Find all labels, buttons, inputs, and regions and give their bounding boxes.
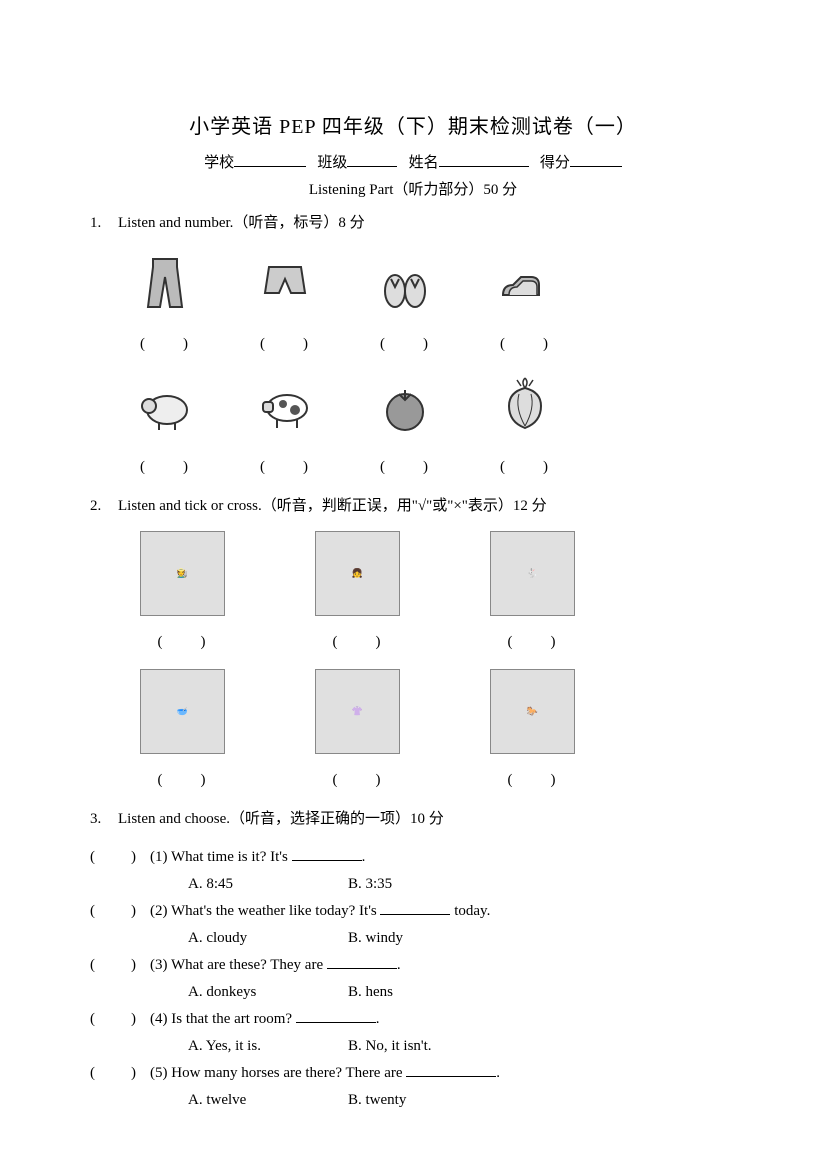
- option-b: B. No, it isn't.: [348, 1038, 432, 1054]
- answer-bracket[interactable]: (): [158, 772, 208, 789]
- q2-row2: 🥣 () 👚 () 🐎 (): [90, 669, 736, 789]
- answer-bracket[interactable]: (): [260, 336, 310, 353]
- answer-bracket[interactable]: (): [260, 459, 310, 476]
- option-a: A. donkeys: [188, 979, 348, 1006]
- girl-rabbit-icon: 🐇: [490, 531, 575, 616]
- q1-row1: () () () (): [90, 248, 736, 353]
- answer-bracket[interactable]: (): [90, 952, 150, 979]
- name-blank[interactable]: [439, 151, 529, 167]
- fill-blank[interactable]: [327, 955, 397, 969]
- q1-item-sandals: (): [370, 248, 440, 353]
- answer-bracket[interactable]: (): [380, 336, 430, 353]
- cow-icon: [250, 371, 320, 441]
- school-label: 学校: [204, 155, 234, 171]
- answer-bracket[interactable]: (): [500, 459, 550, 476]
- answer-bracket[interactable]: (): [333, 772, 383, 789]
- answer-bracket[interactable]: (): [508, 772, 558, 789]
- farm-scene-icon: 🧑‍🌾: [140, 531, 225, 616]
- q1-item-tomato: (): [370, 371, 440, 476]
- question-1: 1.Listen and number.（听音，标号）8 分 () () () …: [90, 211, 736, 476]
- q2-row1: 🧑‍🌾 () 👧 () 🐇 (): [90, 531, 736, 651]
- girl-hanging-icon: 👚: [315, 669, 400, 754]
- q1-row2: () () () (): [90, 371, 736, 476]
- answer-bracket[interactable]: (): [140, 459, 190, 476]
- question-2: 2.Listen and tick or cross.（听音，判断正误，用"√"…: [90, 494, 736, 789]
- sheep-icon: [130, 371, 200, 441]
- shorts-icon: [250, 248, 320, 318]
- sandals-icon: [370, 248, 440, 318]
- answer-bracket[interactable]: (): [90, 844, 150, 871]
- girl-table-icon: 👧: [315, 531, 400, 616]
- answer-bracket[interactable]: (): [140, 336, 190, 353]
- answer-bracket[interactable]: (): [333, 634, 383, 651]
- answer-bracket[interactable]: (): [508, 634, 558, 651]
- q2-item-5: 👚 (): [315, 669, 400, 789]
- q2-item-4: 🥣 (): [140, 669, 225, 789]
- q2-item-6: 🐎 (): [490, 669, 575, 789]
- q3-stem: 3.Listen and choose.（听音，选择正确的一项）10 分: [90, 807, 736, 828]
- answer-bracket[interactable]: (): [158, 634, 208, 651]
- q1-item-onion: (): [490, 371, 560, 476]
- q1-item-cow: (): [250, 371, 320, 476]
- option-a: A. twelve: [188, 1087, 348, 1114]
- answer-bracket[interactable]: (): [90, 1060, 150, 1087]
- q1-num: 1.: [90, 215, 118, 232]
- page-title: 小学英语 PEP 四年级（下）期末检测试卷（一）: [90, 110, 736, 139]
- q1-stem: 1.Listen and number.（听音，标号）8 分: [90, 211, 736, 232]
- pants-icon: [130, 248, 200, 318]
- fill-blank[interactable]: [380, 901, 450, 915]
- q2-item-1: 🧑‍🌾 (): [140, 531, 225, 651]
- q3-item-4: () (4) Is that the art room? . A. Yes, i…: [90, 1006, 736, 1060]
- q3-item-5: () (5) How many horses are there? There …: [90, 1060, 736, 1114]
- answer-bracket[interactable]: (): [90, 898, 150, 925]
- score-blank[interactable]: [570, 151, 622, 167]
- q3-item-2: () (2) What's the weather like today? It…: [90, 898, 736, 952]
- answer-bracket[interactable]: (): [90, 1006, 150, 1033]
- q2-item-3: 🐇 (): [490, 531, 575, 651]
- onion-icon: [490, 371, 560, 441]
- school-blank[interactable]: [234, 151, 306, 167]
- option-b: B. windy: [348, 930, 403, 946]
- name-label: 姓名: [409, 155, 439, 171]
- option-b: B. 3:35: [348, 876, 392, 892]
- q3-item-1: () (1) What time is it? It's . A. 8:45B.…: [90, 844, 736, 898]
- fill-blank[interactable]: [406, 1063, 496, 1077]
- class-label: 班级: [317, 155, 347, 171]
- answer-bracket[interactable]: (): [500, 336, 550, 353]
- option-a: A. 8:45: [188, 871, 348, 898]
- class-blank[interactable]: [347, 151, 397, 167]
- shoes-icon: [490, 248, 560, 318]
- fill-blank[interactable]: [292, 847, 362, 861]
- boy-horse-icon: 🐎: [490, 669, 575, 754]
- q2-stem: 2.Listen and tick or cross.（听音，判断正误，用"√"…: [90, 494, 736, 515]
- student-info-line: 学校 班级 姓名 得分: [90, 151, 736, 172]
- q1-item-sheep: (): [130, 371, 200, 476]
- option-a: A. Yes, it is.: [188, 1033, 348, 1060]
- listening-section-header: Listening Part（听力部分）50 分: [90, 178, 736, 199]
- q1-item-shorts: (): [250, 248, 320, 353]
- option-b: B. hens: [348, 984, 393, 1000]
- q1-item-shoes: (): [490, 248, 560, 353]
- q2-item-2: 👧 (): [315, 531, 400, 651]
- option-b: B. twenty: [348, 1092, 406, 1108]
- score-label: 得分: [540, 155, 570, 171]
- tomato-icon: [370, 371, 440, 441]
- q3-item-3: () (3) What are these? They are . A. don…: [90, 952, 736, 1006]
- fill-blank[interactable]: [296, 1009, 376, 1023]
- boy-bowl-icon: 🥣: [140, 669, 225, 754]
- question-3: 3.Listen and choose.（听音，选择正确的一项）10 分 () …: [90, 807, 736, 1114]
- q3-num: 3.: [90, 811, 118, 828]
- option-a: A. cloudy: [188, 925, 348, 952]
- q2-num: 2.: [90, 498, 118, 515]
- answer-bracket[interactable]: (): [380, 459, 430, 476]
- q1-item-pants: (): [130, 248, 200, 353]
